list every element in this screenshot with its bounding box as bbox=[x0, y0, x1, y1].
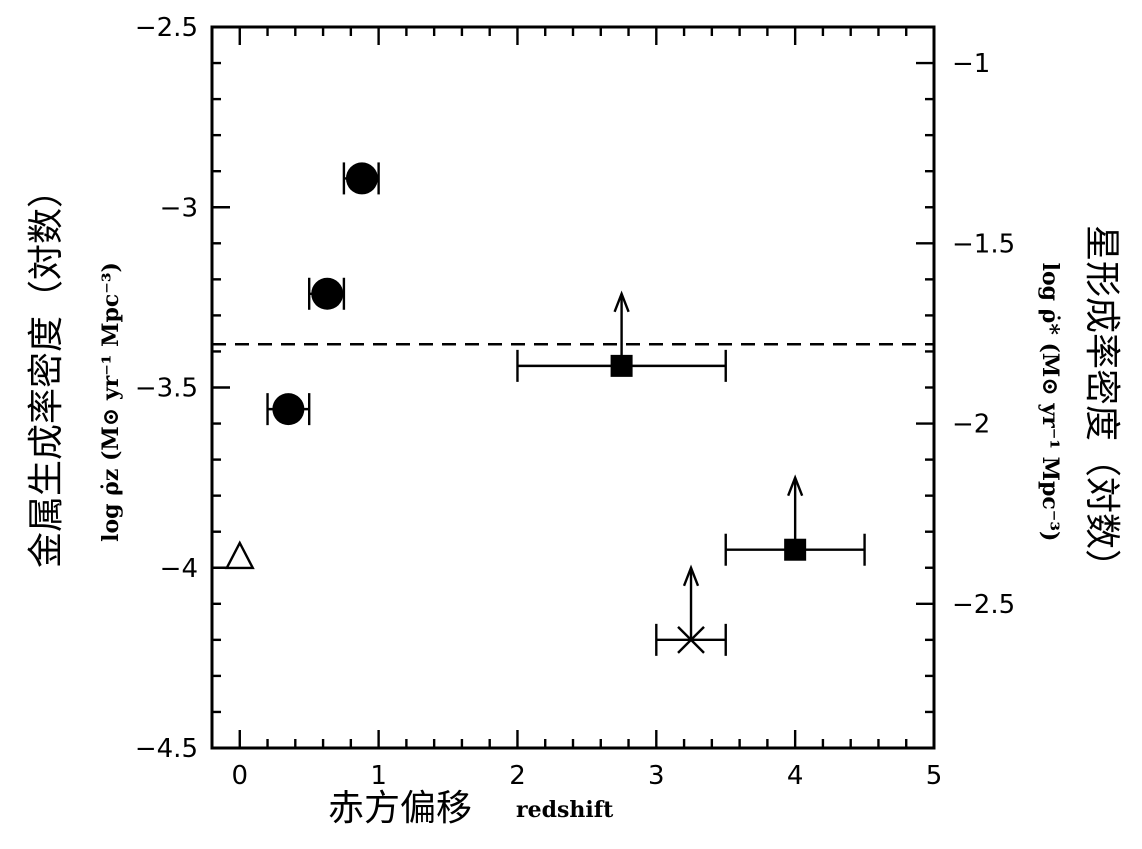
x-axis-label-cn: 赤方偏移 bbox=[328, 788, 472, 829]
y-right-tick-label: −2 bbox=[952, 410, 990, 440]
arrow-head bbox=[682, 564, 700, 587]
y-left-tick-label: −4.5 bbox=[135, 734, 198, 764]
y-axis-left-label-cn: 金属生成率密度（対数） bbox=[26, 172, 67, 568]
x-tick-label: 3 bbox=[648, 761, 665, 791]
x-axis-label: redshift bbox=[516, 797, 614, 823]
arrow-head bbox=[787, 474, 804, 497]
x-tick-label: 0 bbox=[231, 761, 248, 791]
plot-border bbox=[210, 25, 936, 750]
cross-point bbox=[677, 626, 705, 654]
x-tick-label: 1 bbox=[370, 761, 387, 791]
y-left-tick-label: −2.5 bbox=[135, 13, 198, 43]
arrow-head bbox=[613, 290, 630, 313]
x-tick-label: 5 bbox=[926, 761, 943, 791]
filled-circle-point bbox=[345, 162, 378, 195]
open-triangle-point bbox=[224, 540, 255, 570]
y-right-tick-label: −1.5 bbox=[952, 229, 1015, 259]
y-axis-right-label-cn: 星形成率密度（対数） bbox=[1081, 225, 1122, 585]
y-left-tick-label: −3 bbox=[160, 193, 198, 223]
ticks bbox=[212, 25, 936, 750]
filled-square-point bbox=[784, 538, 807, 561]
y-right-tick-label: −1 bbox=[952, 49, 990, 79]
data-marks bbox=[224, 162, 866, 656]
plot-frame bbox=[210, 25, 936, 750]
filled-circle-point bbox=[272, 393, 305, 426]
y-left-tick-label: −4 bbox=[160, 554, 198, 584]
y-right-tick-label: −2.5 bbox=[952, 590, 1015, 620]
y-axis-left-label: log ρ̇z (M⊙ yr⁻¹ Mpc⁻³) bbox=[98, 262, 124, 542]
y-axis-right-label: log ρ̇* (M⊙ yr⁻¹ Mpc⁻³) bbox=[1037, 263, 1063, 542]
filled-square-point bbox=[610, 354, 633, 377]
y-left-tick-label: −3.5 bbox=[135, 374, 198, 404]
x-tick-label: 2 bbox=[509, 761, 526, 791]
tick-labels: 0 1 2 3 4 5 −4.5 −4 −3.5 −3 −2.5 −2.5 −2 −1.5 −1 bbox=[135, 13, 1015, 791]
x-tick-label: 4 bbox=[787, 761, 804, 791]
filled-circle-point bbox=[311, 277, 344, 310]
